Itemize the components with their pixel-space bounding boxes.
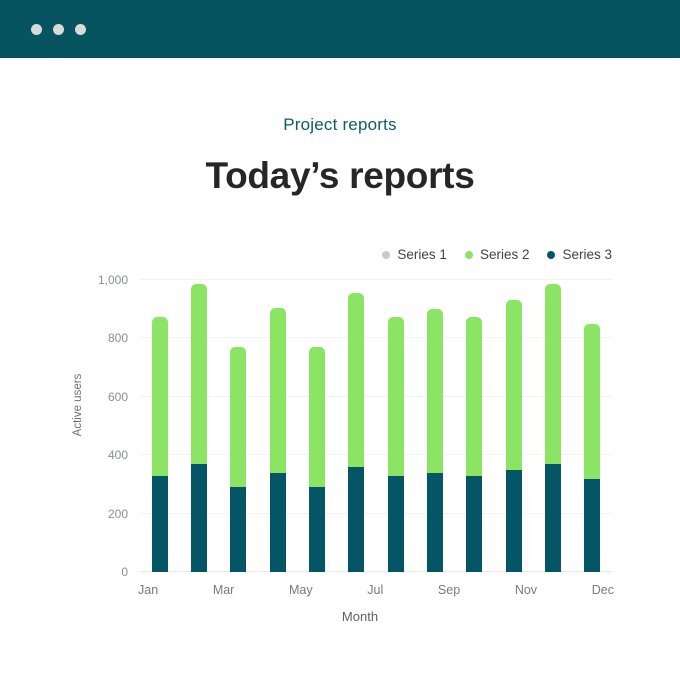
gridline-400: [140, 454, 612, 456]
bar-segment-series2-may[interactable]: [309, 347, 325, 488]
x-axis-ticks: Jan Mar May Jul Sep Nov Dec: [138, 583, 614, 597]
bar-apr[interactable]: [269, 307, 286, 572]
bar-segment-series2-oct[interactable]: [505, 300, 522, 470]
legend-dot-icon: [382, 250, 391, 259]
legend-label: Series 2: [479, 247, 530, 262]
bar-aug[interactable]: [427, 309, 443, 572]
bar-nov[interactable]: [545, 284, 561, 572]
bar-sep[interactable]: [466, 316, 483, 572]
bar-segment-series2-dec[interactable]: [584, 323, 601, 479]
gridline-800: [140, 337, 612, 339]
bar-segment-series2-apr[interactable]: [269, 307, 286, 473]
bar-jan[interactable]: [151, 316, 168, 572]
y-axis-title: Active users: [72, 373, 84, 437]
window-control-dot-1[interactable]: [31, 23, 42, 35]
page-title: Today’s reports: [205, 155, 475, 196]
legend-item-series-1[interactable]: Series 1: [382, 247, 447, 262]
x-tick-label-sep: Sep: [437, 583, 461, 597]
bar-segment-series3-mar[interactable]: [230, 487, 247, 572]
x-tick-label-jan: Jan: [138, 583, 159, 597]
chart-legend: Series 1 Series 2 Series 3: [382, 247, 612, 262]
y-tick-label-800: 800: [107, 331, 128, 346]
bar-segment-series3-nov[interactable]: [545, 463, 561, 572]
plot-area: [140, 279, 612, 572]
bar-segment-series3-dec[interactable]: [584, 478, 601, 572]
legend-item-series-3[interactable]: Series 3: [547, 247, 612, 262]
x-tick-label-nov: Nov: [514, 583, 538, 597]
y-tick-label-0: 0: [121, 565, 128, 579]
x-axis-title: Month: [341, 609, 379, 624]
bar-jun[interactable]: [348, 293, 365, 572]
bar-segment-series3-may[interactable]: [309, 487, 325, 572]
y-tick-label-1000: 1,000: [97, 273, 128, 287]
bar-segment-series2-aug[interactable]: [427, 309, 443, 473]
bar-segment-series2-nov[interactable]: [545, 284, 561, 464]
window-titlebar: [0, 0, 680, 58]
bar-segment-series2-jul[interactable]: [387, 316, 404, 476]
x-tick-label-jul: Jul: [367, 583, 384, 597]
bar-segment-series3-sep[interactable]: [466, 475, 483, 572]
x-tick-label-mar: Mar: [212, 583, 235, 597]
bar-oct[interactable]: [505, 300, 522, 572]
gridline-0: [140, 571, 612, 572]
bar-segment-series2-jun[interactable]: [348, 293, 365, 467]
y-tick-label-400: 400: [107, 448, 128, 463]
gridline-200: [140, 512, 612, 514]
bar-segment-series3-jun[interactable]: [348, 466, 365, 572]
x-tick-label-dec: Dec: [591, 583, 614, 597]
bar-jul[interactable]: [387, 316, 404, 572]
bar-segment-series2-feb[interactable]: [191, 284, 207, 464]
y-tick-label-200: 200: [107, 506, 128, 521]
bar-feb[interactable]: [191, 284, 207, 572]
legend-label: Series 1: [397, 247, 447, 262]
bar-segment-series3-oct[interactable]: [505, 469, 522, 572]
bar-segment-series2-jan[interactable]: [151, 316, 168, 476]
bar-segment-series3-aug[interactable]: [427, 472, 443, 572]
legend-label: Series 3: [562, 247, 612, 262]
bar-may[interactable]: [309, 347, 325, 572]
bar-segment-series2-mar[interactable]: [230, 347, 247, 488]
bar-segment-series3-jan[interactable]: [151, 475, 168, 572]
gridline-600: [140, 395, 612, 397]
bar-dec[interactable]: [584, 323, 601, 572]
x-tick-label-may: May: [289, 583, 313, 597]
gridline-1000: [140, 279, 612, 280]
legend-dot-icon: [464, 250, 473, 259]
bar-segment-series3-jul[interactable]: [387, 475, 404, 572]
legend-item-series-2[interactable]: Series 2: [464, 247, 530, 262]
window-control-dot-3[interactable]: [75, 23, 86, 35]
window-control-dot-2[interactable]: [53, 23, 64, 35]
bar-mar[interactable]: [230, 347, 247, 572]
bar-segment-series2-sep[interactable]: [466, 316, 483, 476]
bar-segment-series3-apr[interactable]: [269, 472, 286, 572]
breadcrumb-eyebrow: Project reports: [283, 115, 397, 134]
bar-segment-series3-feb[interactable]: [191, 463, 207, 572]
legend-dot-icon: [547, 250, 556, 259]
y-tick-label-600: 600: [107, 389, 128, 404]
